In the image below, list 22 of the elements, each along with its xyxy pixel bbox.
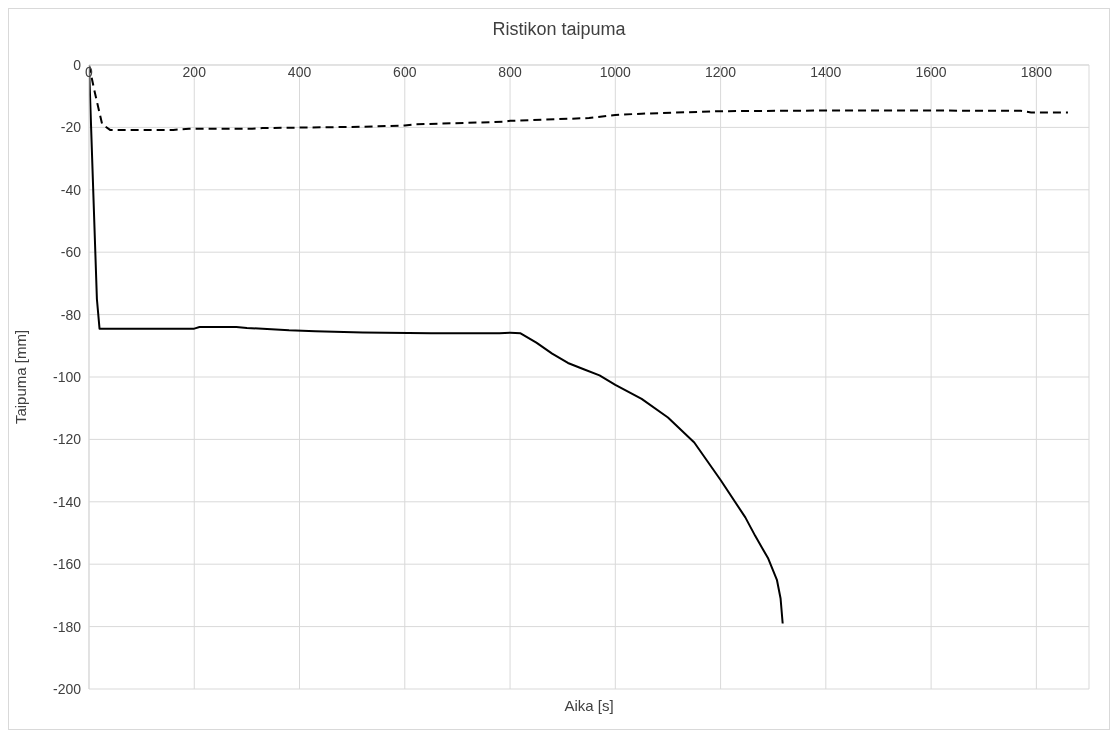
y-tick-label: -100: [52, 368, 82, 385]
x-tick-label: 400: [287, 64, 312, 80]
x-tick-label: 1000: [599, 64, 632, 80]
y-tick-label: -200: [52, 680, 82, 697]
x-axis-title: Aika [s]: [563, 697, 615, 714]
chart-title: Ristikon taipuma: [491, 19, 627, 40]
y-tick-label: -120: [52, 431, 82, 448]
y-tick-label: -40: [60, 181, 82, 198]
x-tick-label: 800: [498, 64, 522, 80]
y-tick-label: -60: [60, 244, 82, 261]
y-tick-label: -140: [52, 493, 82, 510]
y-tick-label: -20: [60, 119, 82, 136]
x-tick-label: 600: [393, 64, 417, 80]
x-tick-label: 1200: [705, 64, 737, 80]
x-tick-label: 200: [182, 64, 207, 80]
y-tick-label: -160: [52, 556, 82, 573]
x-tick-label: 1400: [810, 64, 842, 80]
x-tick-label: 1800: [1020, 64, 1053, 80]
y-tick-label: -180: [52, 618, 82, 635]
y-tick-label: -80: [60, 306, 82, 323]
x-tick-label: 1600: [915, 64, 947, 80]
y-axis-title: Taipuma [mm]: [12, 329, 30, 425]
